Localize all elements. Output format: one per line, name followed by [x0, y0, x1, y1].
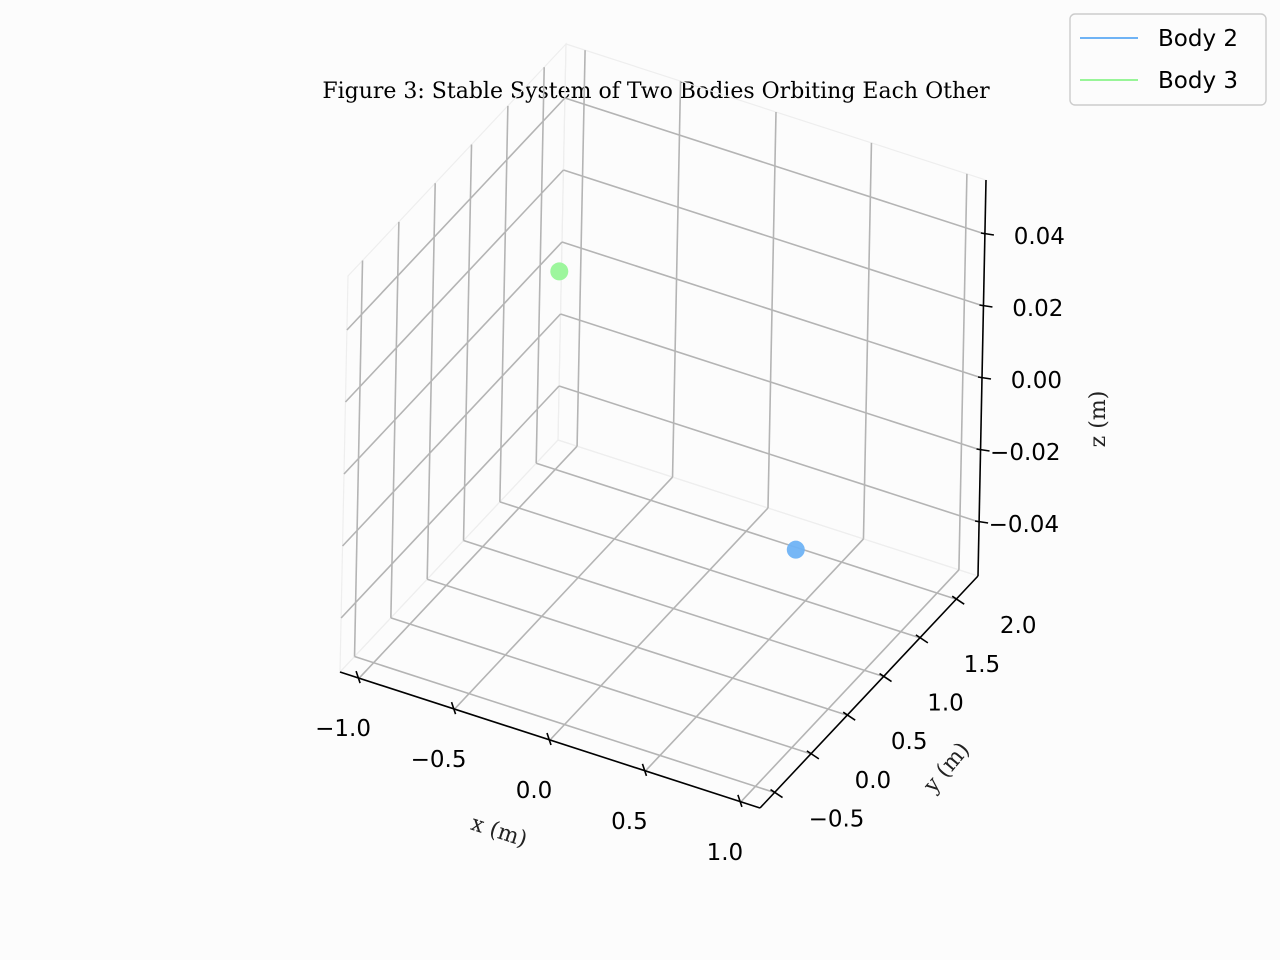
gridline-y-floor — [354, 655, 775, 794]
x-tick-label: 1.0 — [707, 840, 744, 866]
tick-marks: −1.0−0.50.00.51.0−0.50.00.51.01.52.0−0.0… — [315, 224, 1065, 866]
gridline-x-floor — [453, 476, 674, 710]
chart-title: Figure 3: Stable System of Two Bodies Or… — [322, 79, 990, 104]
gridline-x-floor — [358, 445, 578, 679]
x-tick-mark — [450, 701, 457, 715]
y-tick-mark — [951, 595, 965, 605]
z-tick-mark — [980, 232, 995, 236]
gridline-y-floor — [390, 617, 812, 755]
y-tick-mark — [915, 634, 929, 644]
gridline-z-left — [344, 169, 565, 403]
x-axis-label: x (m) — [468, 811, 530, 853]
y-tick-mark — [770, 788, 783, 799]
x-tick-label: 0.5 — [611, 809, 648, 835]
gridline-z-back — [558, 385, 980, 523]
gridline-x-floor — [549, 507, 769, 741]
y-tick-mark — [842, 711, 856, 721]
gridline-z-back — [564, 97, 986, 235]
gridline-x-floor — [740, 569, 960, 803]
z-tick-label: 0.04 — [1014, 224, 1065, 250]
axis-panes — [338, 42, 987, 809]
y-tick-label: 0.5 — [891, 729, 928, 755]
x-tick-label: −0.5 — [411, 747, 467, 773]
data-points — [550, 262, 805, 559]
legend-label-body-3: Body 3 — [1158, 68, 1238, 94]
x-tick-mark — [355, 670, 361, 684]
x-tick-label: 0.0 — [516, 778, 553, 804]
z-tick-mark — [977, 376, 992, 380]
gridline-y-floor — [463, 539, 884, 678]
gridline-z-left — [341, 313, 562, 547]
y-tick-label: 1.0 — [927, 691, 964, 717]
gridline-y-floor — [499, 501, 921, 639]
z-axis-label: z (m) — [1086, 391, 1111, 448]
y-tick-mark — [806, 750, 820, 760]
z-tick-mark — [979, 304, 993, 308]
gridline-z-back — [560, 313, 981, 451]
gridline-z-left — [340, 385, 560, 619]
data-point-body-2 — [786, 540, 805, 559]
x-tick-mark — [546, 732, 552, 746]
gridlines — [340, 50, 986, 803]
gridline-z-back — [563, 169, 984, 307]
left-pane — [339, 42, 567, 674]
z-tick-label: 0.02 — [1012, 296, 1063, 322]
gridline-y-floor — [535, 462, 957, 600]
x-tick-mark — [737, 794, 743, 808]
y-tick-mark — [879, 672, 892, 683]
y-tick-label: 0.0 — [855, 768, 892, 794]
gridline-z-left — [343, 241, 563, 475]
x-tick-label: −1.0 — [315, 716, 371, 742]
legend-frame — [1069, 13, 1267, 106]
gridline-y-floor — [426, 578, 848, 716]
legend-label-body-2: Body 2 — [1158, 26, 1238, 52]
legend: Body 2 Body 3 — [1069, 13, 1267, 106]
z-tick-label: −0.04 — [989, 512, 1059, 538]
y-tick-label: −0.5 — [809, 807, 865, 833]
gridline-x-floor — [644, 538, 865, 772]
gridline-z-back — [561, 241, 983, 379]
data-point-body-3 — [550, 262, 569, 281]
z-tick-mark — [974, 520, 989, 524]
y-tick-label: 1.5 — [964, 652, 1001, 678]
z-tick-label: −0.02 — [990, 440, 1060, 466]
y-axis-line — [759, 575, 979, 809]
x-tick-mark — [641, 763, 648, 777]
y-tick-label: 2.0 — [1000, 613, 1037, 639]
z-tick-mark — [976, 448, 990, 452]
gridline-z-left — [346, 97, 566, 331]
z-tick-label: 0.00 — [1011, 368, 1062, 394]
